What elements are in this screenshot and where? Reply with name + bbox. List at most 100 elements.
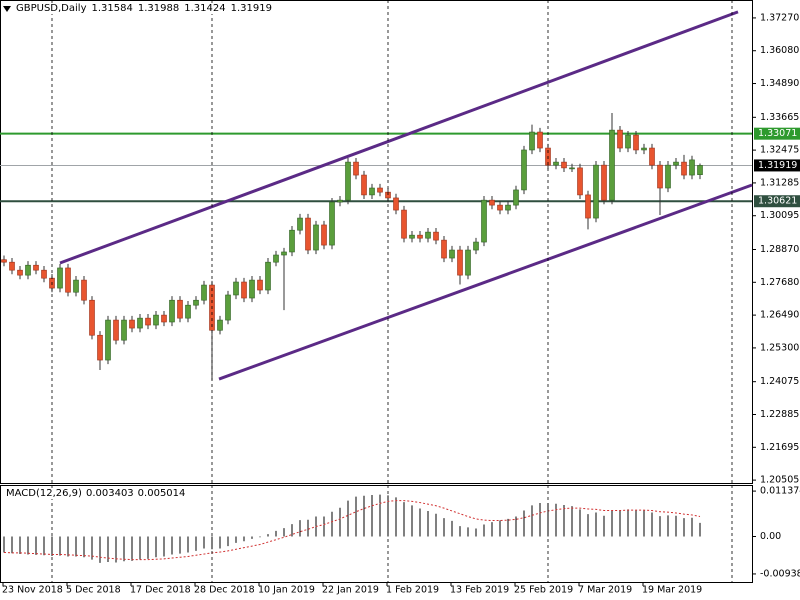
y-tick-label: 1.21695: [760, 442, 799, 453]
candle-body: [393, 197, 399, 211]
candle-body: [569, 167, 575, 170]
candle-body: [585, 194, 591, 219]
candle-body: [489, 199, 495, 206]
ohlc-high: 1.31988: [137, 3, 180, 14]
candle-body: [313, 224, 319, 251]
trend-channel-line: [59, 10, 739, 265]
level-price-box: [754, 127, 800, 140]
candle-body: [697, 165, 703, 175]
macd-value: 0.003403: [85, 488, 134, 499]
candle-body: [689, 159, 695, 176]
candle-body: [33, 264, 39, 271]
y-tick-label: 1.25300: [760, 342, 799, 353]
candle-body: [505, 204, 511, 211]
y-tick-label: 1.20505: [760, 475, 799, 486]
candle-body: [473, 241, 479, 251]
candle-body: [369, 187, 375, 196]
candle-body: [217, 319, 223, 331]
y-tick-label: 1.27680: [760, 277, 799, 288]
candle-body: [57, 267, 63, 289]
candle-body: [433, 231, 439, 241]
candle-body: [513, 189, 519, 206]
level-price-box: [754, 159, 800, 172]
candle-body: [665, 164, 671, 189]
candle-body: [609, 129, 615, 201]
y-tick-label: 0.011374: [760, 486, 800, 497]
candle-body: [657, 164, 663, 189]
y-tick-label: 0.00: [760, 531, 781, 542]
symbol-title: GBPUSD,Daily: [16, 3, 87, 14]
signal-line: [3, 500, 701, 561]
y-tick-label: 1.32475: [760, 145, 799, 156]
candle-body: [649, 147, 655, 166]
candle-body: [601, 164, 607, 201]
x-tick-label: 28 Dec 2018: [194, 585, 255, 596]
candle-body: [481, 199, 487, 243]
x-tick-label: 22 Jan 2019: [322, 585, 379, 596]
candle-body: [201, 284, 207, 301]
y-tick-label: 1.24075: [760, 376, 799, 387]
panel-frame: [0, 0, 753, 484]
x-tick-label: 19 Mar 2019: [642, 585, 702, 596]
candle-body: [65, 267, 71, 293]
candle-body: [145, 317, 151, 326]
price-header: GBPUSD,Daily 1.31584 1.31988 1.31424 1.3…: [3, 3, 272, 14]
level-price-label: 1.33071: [758, 128, 797, 139]
candle-body: [633, 134, 639, 151]
candle-body: [641, 147, 647, 151]
candle-body: [121, 319, 127, 341]
candle-body: [233, 281, 239, 296]
x-tick-label: 13 Feb 2019: [450, 585, 509, 596]
trend-channel-line: [218, 183, 753, 381]
x-tick-label: 10 Jan 2019: [258, 585, 315, 596]
x-tick-label: 25 Feb 2019: [514, 585, 573, 596]
y-tick-label: -0.00938: [760, 568, 800, 579]
candle-body: [169, 299, 175, 323]
x-tick-label: 5 Dec 2018: [66, 585, 121, 596]
menu-icon: [3, 6, 11, 12]
y-tick-label: 1.36080: [760, 45, 799, 56]
y-tick-label: 1.37270: [760, 12, 799, 23]
level-price-label: 1.31919: [758, 160, 797, 171]
macd-title: MACD(12,26,9): [6, 488, 82, 499]
x-tick-label: 23 Nov 2018: [2, 585, 63, 596]
candle-body: [321, 224, 327, 246]
candle-body: [681, 161, 687, 176]
ohlc-low: 1.31424: [184, 3, 226, 14]
candle-body: [449, 249, 455, 259]
candle-body: [401, 209, 407, 239]
candle-body: [185, 304, 191, 319]
candle-body: [265, 261, 271, 291]
candle-body: [81, 279, 87, 301]
candle-body: [577, 167, 583, 196]
level-price-label: 1.30621: [758, 196, 797, 207]
candle-body: [625, 134, 631, 149]
candle-body: [249, 279, 255, 299]
level-price-box: [754, 195, 800, 208]
x-tick-label: 7 Mar 2019: [578, 585, 632, 596]
candle-body: [161, 314, 167, 323]
y-tick-label: 1.26490: [760, 310, 799, 321]
x-tick-label: 17 Dec 2018: [130, 585, 191, 596]
candle-body: [673, 161, 679, 166]
candle-body: [345, 161, 351, 201]
y-tick-label: 1.22885: [760, 409, 799, 420]
candle-body: [89, 299, 95, 336]
candle-body: [465, 249, 471, 276]
candle-body: [257, 279, 263, 291]
candle-body: [457, 249, 463, 276]
candle-body: [281, 251, 287, 256]
candle-body: [225, 294, 231, 321]
candle-body: [497, 204, 503, 211]
candle-body: [553, 161, 559, 166]
panel-frame: [0, 485, 753, 583]
y-tick-label: 1.28870: [760, 244, 799, 255]
candle-body: [425, 231, 431, 239]
candle-body: [113, 319, 119, 341]
candle-body: [153, 314, 159, 326]
candle-body: [25, 264, 31, 276]
candle-body: [193, 299, 199, 306]
candle-body: [441, 239, 447, 259]
